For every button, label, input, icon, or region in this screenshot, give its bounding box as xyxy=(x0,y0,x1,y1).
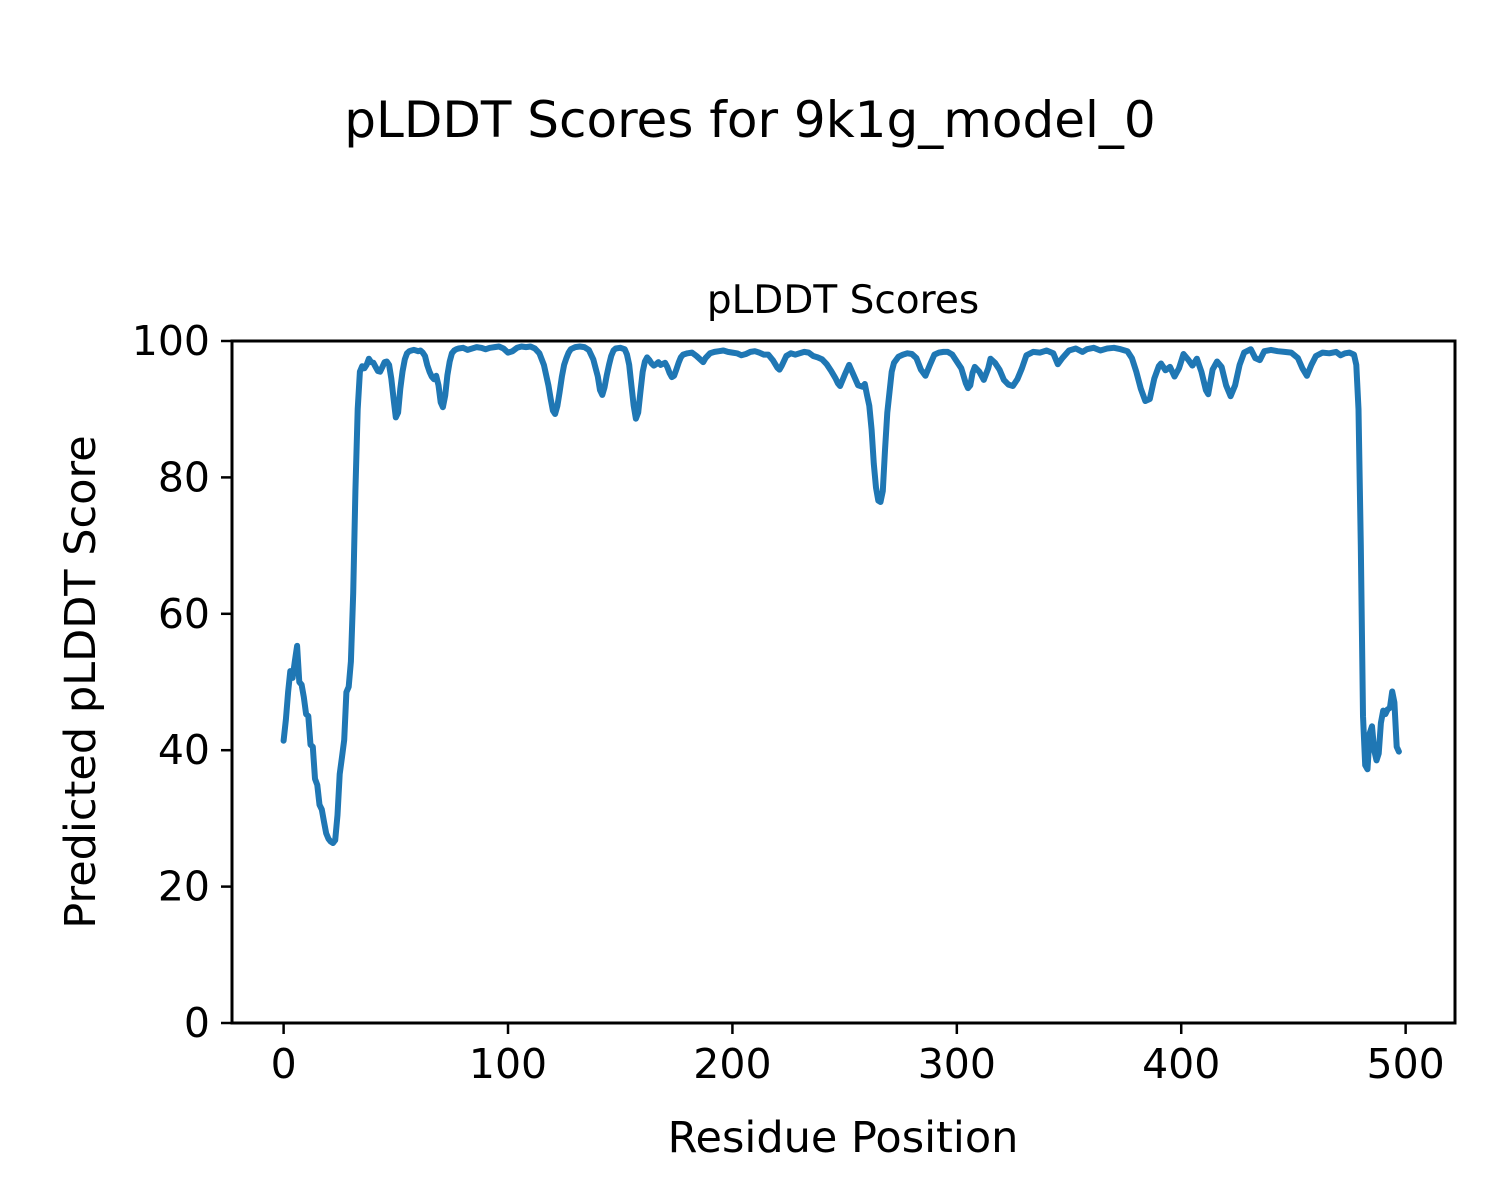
figure-title: pLDDT Scores for 9k1g_model_0 xyxy=(344,91,1155,149)
plddt-line-series xyxy=(280,343,1402,846)
y-tick-label: 20 xyxy=(158,863,210,911)
y-tick-label: 100 xyxy=(132,317,210,365)
x-tick-label: 500 xyxy=(1366,1040,1444,1088)
y-axis-label: Predicted pLDDT Score xyxy=(56,435,106,928)
axes-title: pLDDT Scores xyxy=(707,278,979,323)
x-axis-label: Residue Position xyxy=(668,1113,1019,1163)
x-tick-label: 100 xyxy=(469,1040,547,1088)
x-tick-label: 0 xyxy=(271,1040,297,1088)
y-tick-label: 80 xyxy=(158,453,210,501)
y-tick-label: 40 xyxy=(158,726,210,774)
y-tick-label: 60 xyxy=(158,590,210,638)
x-tick-label: 200 xyxy=(693,1040,771,1088)
y-tick-label: 0 xyxy=(184,999,210,1047)
axes-frame xyxy=(230,339,1457,1025)
axis-ticks: 0 100 200 300 400 500 0 20 40 60 80 100 xyxy=(132,317,1445,1088)
x-tick-label: 400 xyxy=(1142,1040,1220,1088)
x-tick-label: 300 xyxy=(918,1040,996,1088)
